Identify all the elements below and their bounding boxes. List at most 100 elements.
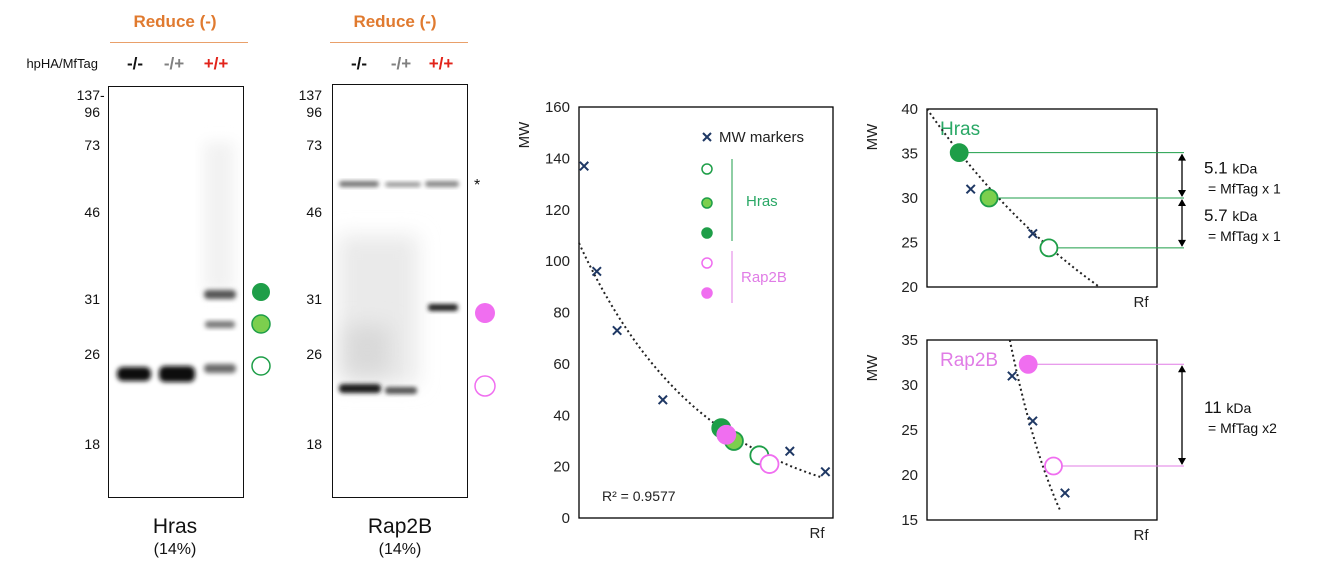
hras-key-light-green xyxy=(251,314,271,334)
rap2b-lane-2-header: -/+ xyxy=(390,54,412,73)
rap2b-point-filled-pink xyxy=(716,424,737,445)
r-squared-annotation: R² = 0.9577 xyxy=(602,488,676,504)
trend-line xyxy=(926,108,1101,288)
x-stroke xyxy=(702,132,712,142)
y-tick-label: 30 xyxy=(901,377,918,394)
x-stroke xyxy=(1027,228,1038,239)
rap2b-lane-3-header: +/+ xyxy=(428,54,454,73)
mw-marker-point xyxy=(1027,228,1038,239)
y-tick-label: 35 xyxy=(901,146,918,163)
difference-number: 5.1 xyxy=(1204,158,1232,177)
hras-key-open-green xyxy=(251,356,271,376)
legend-hras-label: Hras xyxy=(746,193,778,210)
x-stroke xyxy=(657,394,668,405)
difference-value: 11 kDa xyxy=(1204,398,1251,417)
hras-key-dark-green xyxy=(252,283,270,301)
rap2b-mw-73: 73 xyxy=(306,137,322,153)
legend-x-symbol xyxy=(702,132,712,142)
rap2b-key-filled-pink xyxy=(475,303,495,323)
arrow-head-down xyxy=(1178,458,1186,465)
arrow-head-down xyxy=(1178,190,1186,197)
mw-marker-point xyxy=(579,161,589,171)
rap2b-lane-1-header: -/- xyxy=(350,54,368,73)
difference-arrow xyxy=(1178,365,1186,465)
difference-value: 5.7 kDa xyxy=(1204,206,1257,225)
hras-blot-image xyxy=(108,86,244,498)
y-tick-label: 20 xyxy=(901,467,918,484)
difference-note: = MfTag x 1 xyxy=(1208,180,1281,196)
hras-blot-name: Hras xyxy=(152,515,198,538)
arrow-head-up xyxy=(1178,365,1186,373)
chart-title: Rap2B xyxy=(940,350,998,371)
y-tick-label: 0 xyxy=(562,510,570,527)
legend-hras-symbol xyxy=(701,197,713,209)
legend-rap2b-label: Rap2B xyxy=(741,269,787,286)
legend-rap2b-symbol xyxy=(701,257,713,269)
y-tick-label: 80 xyxy=(553,305,570,322)
y-tick-label: 100 xyxy=(545,253,570,270)
chart-main: 0 20 40 60 80 100 120 140 160 MW Rf MW markers Hras R… xyxy=(516,99,834,542)
plot-frame xyxy=(926,339,1158,521)
rap2b-point-open-pink xyxy=(1044,456,1063,476)
hras-mw-137: 137 xyxy=(76,87,100,103)
hras-header-underline xyxy=(110,42,248,43)
hras-mw-96: 96 xyxy=(84,104,100,120)
row-label: hpHA/MfTag xyxy=(26,56,98,71)
rap2b-mw-18: 18 xyxy=(306,436,322,452)
legend-rap2b-symbol xyxy=(701,287,713,299)
x-stroke xyxy=(1060,488,1070,498)
hras-reduce-header: Reduce (-) xyxy=(133,12,217,31)
x-stroke xyxy=(1007,371,1018,381)
rap2b-blot-bands xyxy=(338,181,459,394)
rap2b-point-filled-pink xyxy=(1018,354,1038,374)
difference-value: 5.1 kDa xyxy=(1204,158,1257,177)
x-axis-label: Rf xyxy=(1134,294,1150,311)
difference-arrow xyxy=(1178,153,1186,197)
y-tick-label: 40 xyxy=(553,407,570,424)
hras-blot-bands xyxy=(117,142,236,382)
rap2b-reduce-header: Reduce (-) xyxy=(353,12,437,31)
hras-point-light-green xyxy=(979,188,999,208)
y-tick-label: 40 xyxy=(901,101,918,118)
x-stroke xyxy=(579,161,589,171)
chart-rap2b-zoom: 15 20 25 30 35 MW Rf Rap2B 11 kDa = MfTag x2 xyxy=(864,332,1277,544)
difference-number: 5.7 xyxy=(1204,206,1232,225)
y-tick-label: 35 xyxy=(901,332,918,349)
hras-mw-31: 31 xyxy=(84,291,100,307)
y-tick-label: 25 xyxy=(901,235,918,252)
difference-note: = MfTag x2 xyxy=(1208,420,1277,436)
chart-hras-zoom: 20 25 30 35 40 MW Rf Hras 5.1 kDa = MfTag x 1 5.7 … xyxy=(864,101,1281,311)
y-tick-label: 15 xyxy=(901,512,918,529)
mw-marker-point xyxy=(784,446,795,457)
mw-marker-point xyxy=(1060,488,1070,498)
rap2b-blot-percent: (14%) xyxy=(378,541,422,558)
hras-mw-18: 18 xyxy=(84,436,100,452)
difference-unit: kDa xyxy=(1226,400,1251,416)
hras-point-open-green xyxy=(1039,238,1059,258)
difference-unit: kDa xyxy=(1232,160,1257,176)
x-stroke xyxy=(784,446,795,457)
mw-marker-point xyxy=(820,466,831,477)
arrow-head-up xyxy=(1178,153,1186,161)
hras-lane-1-header: -/- xyxy=(126,54,144,73)
trend-line xyxy=(1008,339,1062,512)
y-tick-label: 60 xyxy=(553,356,570,373)
rap2b-blot-name: Rap2B xyxy=(367,515,433,538)
x-stroke xyxy=(591,266,602,277)
rap2b-band-key xyxy=(474,303,496,397)
x-stroke xyxy=(965,184,976,195)
mw-marker-point xyxy=(612,325,623,336)
hras-mw-46: 46 xyxy=(84,204,100,220)
hras-blot-percent: (14%) xyxy=(153,541,197,558)
hras-mw-dashes: - xyxy=(100,87,105,103)
legend-mw-markers-label: MW markers xyxy=(719,129,804,146)
legend-hras-symbol xyxy=(701,163,713,175)
x-stroke xyxy=(612,325,623,336)
x-stroke xyxy=(1027,416,1038,426)
rap2b-mw-26: 26 xyxy=(306,346,322,362)
y-axis-label: MW xyxy=(864,123,881,150)
rap2b-key-open-pink xyxy=(474,375,496,397)
mw-marker-point xyxy=(591,266,602,277)
